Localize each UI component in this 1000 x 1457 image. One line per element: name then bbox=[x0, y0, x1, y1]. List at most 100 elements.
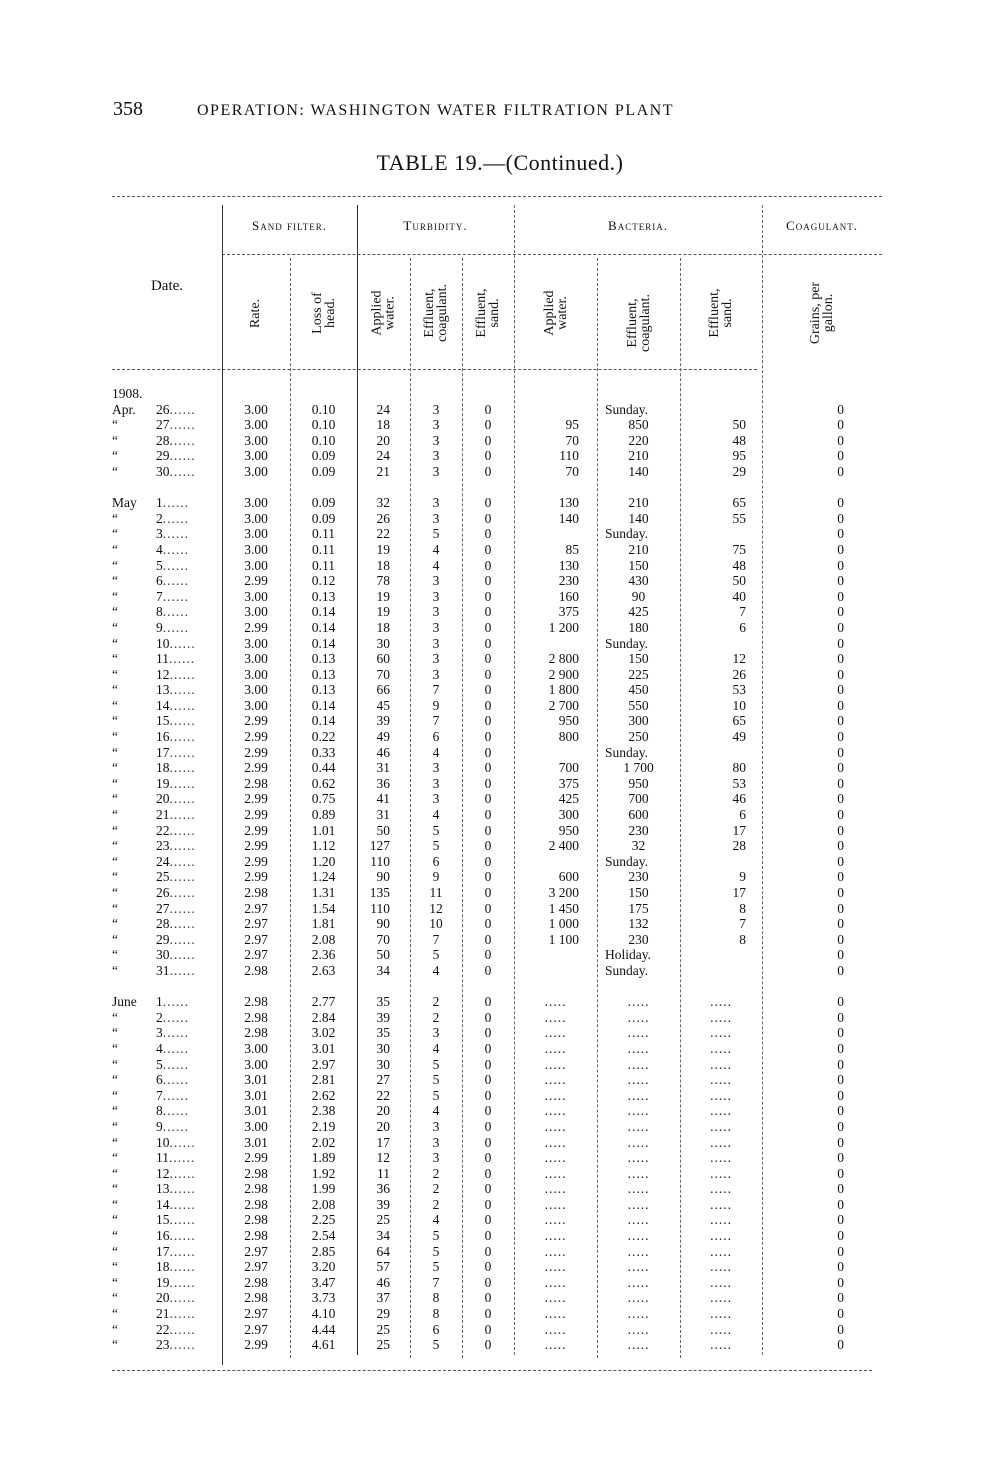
date-cell: “ 20...... bbox=[112, 1290, 222, 1306]
header-bacteria-applied: Applied water. bbox=[514, 258, 597, 368]
month-label: “ bbox=[112, 604, 118, 620]
date-cell: “ 9...... bbox=[112, 1119, 222, 1135]
table-row: “ 18...... 2.99 0.44 31 3 0 700 1 700 80 0 bbox=[112, 760, 882, 776]
date-cell: “ 11...... bbox=[112, 651, 222, 667]
header-rate: Rate. bbox=[222, 258, 290, 368]
bacteria-applied-cell: 600 bbox=[558, 869, 579, 885]
turbidity-effluent-sand-cell: 0 bbox=[484, 697, 492, 713]
header-bacteria-effluent-sand: Effluent, sand. bbox=[680, 258, 762, 368]
turbidity-effluent-sand-cell: 0 bbox=[484, 838, 492, 854]
table-row: “ 29...... 3.00 0.09 24 3 0 110 210 95 0 bbox=[112, 448, 882, 464]
rate-cell: 3.00 bbox=[244, 635, 268, 651]
turbidity-effluent-sand-cell: 0 bbox=[484, 635, 492, 651]
leader-dots: ...... bbox=[169, 1181, 196, 1197]
rate-cell: 3.00 bbox=[244, 401, 268, 417]
turbidity-effluent-sand-cell: 0 bbox=[484, 526, 492, 542]
turbidity-applied-cell: 46 bbox=[376, 1274, 391, 1290]
bacteria-effluent-coagulant-cell: 700 bbox=[628, 791, 649, 807]
turbidity-effluent-coagulant-cell: 5 bbox=[432, 1072, 440, 1088]
bacteria-effluent-coagulant-cell: 225 bbox=[628, 666, 649, 682]
day-label: 7 bbox=[156, 588, 163, 604]
day-label: 4 bbox=[156, 1040, 163, 1056]
turbidity-applied-cell: 36 bbox=[376, 775, 391, 791]
coagulant-grains-cell: 0 bbox=[837, 635, 844, 651]
bacteria-applied-cell: ..... bbox=[544, 1259, 567, 1275]
table-row: “ 27...... 3.00 0.10 18 3 0 95 850 50 0 bbox=[112, 417, 882, 433]
coagulant-grains-cell: 0 bbox=[837, 947, 844, 963]
rate-cell: 2.99 bbox=[244, 791, 268, 807]
turbidity-applied-cell: 20 bbox=[376, 1103, 391, 1119]
leader-dots: ...... bbox=[169, 947, 196, 963]
leader-dots: ...... bbox=[169, 417, 196, 433]
day-label: 19 bbox=[156, 775, 170, 791]
loss-of-head-cell: 0.10 bbox=[311, 432, 336, 448]
turbidity-applied-cell: 37 bbox=[376, 1290, 391, 1306]
rate-cell: 3.00 bbox=[244, 463, 268, 479]
loss-of-head-cell: 4.44 bbox=[311, 1321, 336, 1337]
day-label: 3 bbox=[156, 526, 163, 542]
month-label: “ bbox=[112, 1259, 118, 1275]
bacteria-effluent-sand-cell: ..... bbox=[710, 1181, 732, 1197]
turbidity-effluent-sand-cell: 0 bbox=[484, 1165, 492, 1181]
turbidity-effluent-coagulant-cell: 11 bbox=[429, 885, 443, 900]
coagulant-grains-cell: 0 bbox=[837, 760, 844, 776]
bacteria-applied-cell: ..... bbox=[544, 1134, 567, 1150]
bacteria-applied-cell: 70 bbox=[565, 463, 580, 479]
turbidity-effluent-sand-cell: 0 bbox=[484, 822, 492, 838]
coagulant-grains-cell: 0 bbox=[837, 1212, 844, 1228]
turbidity-applied-cell: 25 bbox=[376, 1321, 391, 1337]
coagulant-grains-cell: 0 bbox=[837, 619, 844, 635]
turbidity-effluent-sand-cell: 0 bbox=[484, 588, 492, 604]
leader-dots: ...... bbox=[169, 697, 196, 713]
leader-dots: ...... bbox=[162, 1072, 189, 1088]
bacteria-effluent-coagulant-cell: 150 bbox=[628, 557, 649, 573]
turbidity-effluent-coagulant-cell: 3 bbox=[432, 432, 440, 448]
table-row: “ 27...... 2.97 1.54 110 12 0 1 450 175 8 0 bbox=[112, 901, 882, 917]
table-row: “ 9...... 3.00 2.19 20 3 0............... 0 bbox=[112, 1119, 882, 1135]
day-label: 26 bbox=[156, 401, 170, 417]
header-turbidity-applied: Applied water. bbox=[357, 258, 410, 368]
turbidity-applied-cell: 60 bbox=[376, 651, 391, 667]
month-label: “ bbox=[112, 541, 118, 557]
table-row: “ 24...... 2.99 1.20 110 6 0 Sunday. 0 bbox=[112, 854, 882, 870]
bacteria-applied-cell: 230 bbox=[558, 573, 579, 589]
turbidity-effluent-sand-cell: 0 bbox=[484, 417, 492, 433]
table-row: “ 4...... 3.00 3.01 30 4 0............... 0 bbox=[112, 1041, 882, 1057]
day-label: 6 bbox=[156, 1072, 163, 1088]
rate-cell: 3.00 bbox=[244, 448, 268, 464]
turbidity-effluent-coagulant-cell: 4 bbox=[432, 557, 440, 573]
bacteria-applied-cell: ..... bbox=[544, 1243, 567, 1259]
turbidity-effluent-sand-cell: 0 bbox=[484, 1274, 492, 1290]
bacteria-effluent-sand-cell: 17 bbox=[732, 822, 747, 838]
date-cell: “ 10...... bbox=[112, 1135, 222, 1151]
bacteria-effluent-coagulant-cell: 150 bbox=[628, 651, 649, 667]
coagulant-grains-cell: 0 bbox=[837, 962, 844, 978]
leader-dots: ...... bbox=[162, 619, 189, 635]
bacteria-effluent-coagulant-cell: 175 bbox=[628, 900, 649, 916]
bacteria-effluent-coagulant-cell: ..... bbox=[627, 1337, 650, 1353]
turbidity-applied-cell: 25 bbox=[376, 1212, 391, 1228]
leader-dots: ...... bbox=[169, 853, 196, 869]
turbidity-applied-cell: 35 bbox=[376, 994, 391, 1010]
turbidity-effluent-coagulant-cell: 3 bbox=[432, 635, 440, 651]
bacteria-effluent-sand-cell bbox=[680, 636, 762, 652]
loss-of-head-cell: 2.38 bbox=[311, 1103, 336, 1119]
leader-dots: ...... bbox=[162, 1040, 189, 1056]
bacteria-effluent-coagulant-cell: 230 bbox=[628, 869, 649, 885]
day-label: 29 bbox=[156, 448, 170, 464]
day-label: 28 bbox=[156, 916, 170, 932]
bacteria-effluent-sand-cell: ..... bbox=[710, 1196, 732, 1212]
divider bbox=[357, 205, 358, 1355]
leader-dots: ...... bbox=[169, 1228, 196, 1244]
bacteria-effluent-coagulant-cell: 90 bbox=[631, 588, 646, 604]
bacteria-effluent-sand-cell: 8 bbox=[739, 931, 746, 947]
turbidity-applied-cell: 20 bbox=[376, 432, 391, 448]
bacteria-applied-cell: ..... bbox=[544, 1165, 567, 1181]
date-cell: “ 13...... bbox=[112, 682, 222, 698]
bacteria-effluent-coagulant-cell: 140 bbox=[628, 463, 649, 479]
bacteria-effluent-coagulant-cell: Holiday. bbox=[605, 947, 651, 963]
coagulant-grains-cell: 0 bbox=[837, 1165, 844, 1181]
table-row: “ 18...... 2.97 3.20 57 5 0............... 0 bbox=[112, 1259, 882, 1275]
bacteria-effluent-coagulant-cell: ..... bbox=[627, 1165, 650, 1181]
loss-of-head-cell: 0.14 bbox=[311, 619, 336, 635]
